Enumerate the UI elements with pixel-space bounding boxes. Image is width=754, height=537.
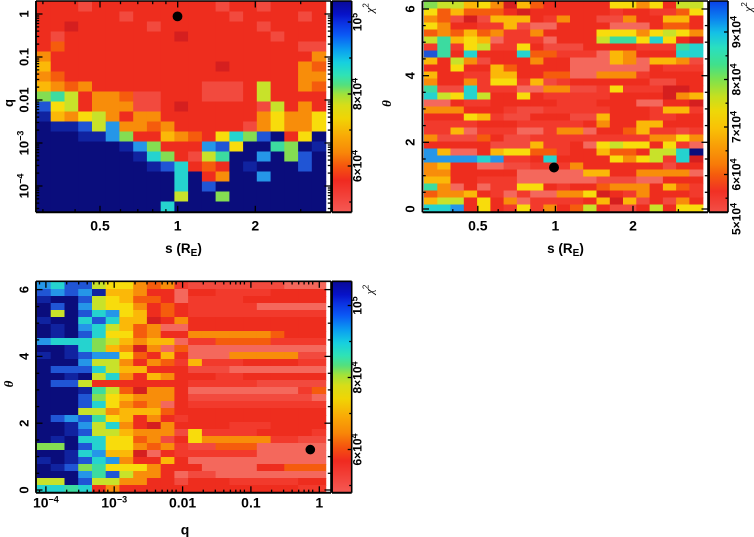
svg-text:0.1: 0.1 [17,48,32,66]
svg-text:8×104: 8×104 [350,78,365,110]
svg-text:105: 105 [350,13,365,31]
svg-text:1: 1 [552,217,560,233]
svg-text:χ2: χ2 [362,284,377,295]
svg-text:θ: θ [1,380,16,387]
svg-text:0: 0 [17,486,32,493]
svg-text:7×104: 7×104 [729,111,744,143]
svg-text:q: q [181,522,190,537]
svg-text:1: 1 [315,495,323,511]
svg-text:6: 6 [17,286,32,293]
svg-text:4: 4 [17,352,32,360]
svg-text:s (RE): s (RE) [165,241,202,259]
svg-text:10−4: 10−4 [33,495,59,511]
svg-text:8×104: 8×104 [729,63,744,95]
svg-text:2: 2 [17,420,32,427]
svg-text:105: 105 [350,296,365,314]
svg-text:0.01: 0.01 [169,495,196,511]
svg-text:θ: θ [379,100,394,107]
svg-text:0.01: 0.01 [17,87,32,112]
svg-text:10−3: 10−3 [101,495,127,511]
svg-text:4: 4 [403,71,418,79]
svg-text:6: 6 [403,5,418,12]
svg-text:2: 2 [629,217,637,233]
svg-text:6×104: 6×104 [350,433,365,465]
svg-text:1: 1 [174,217,182,233]
svg-text:9×104: 9×104 [729,16,744,48]
svg-text:10−3: 10−3 [16,131,32,156]
svg-text:2: 2 [403,139,418,146]
svg-text:6×104: 6×104 [729,158,744,190]
svg-text:0.5: 0.5 [468,217,488,233]
svg-text:0.1: 0.1 [241,495,261,511]
svg-text:8×104: 8×104 [350,361,365,393]
svg-text:0: 0 [403,205,418,212]
svg-text:10−4: 10−4 [16,174,32,199]
svg-text:0.5: 0.5 [90,217,110,233]
svg-text:q: q [1,99,16,107]
svg-text:6×104: 6×104 [350,150,365,182]
svg-text:2: 2 [251,217,259,233]
svg-text:χ2: χ2 [740,2,754,13]
svg-text:5×104: 5×104 [729,203,744,235]
svg-text:s (RE): s (RE) [547,241,584,259]
svg-text:χ2: χ2 [362,3,377,14]
svg-text:1: 1 [17,10,32,17]
